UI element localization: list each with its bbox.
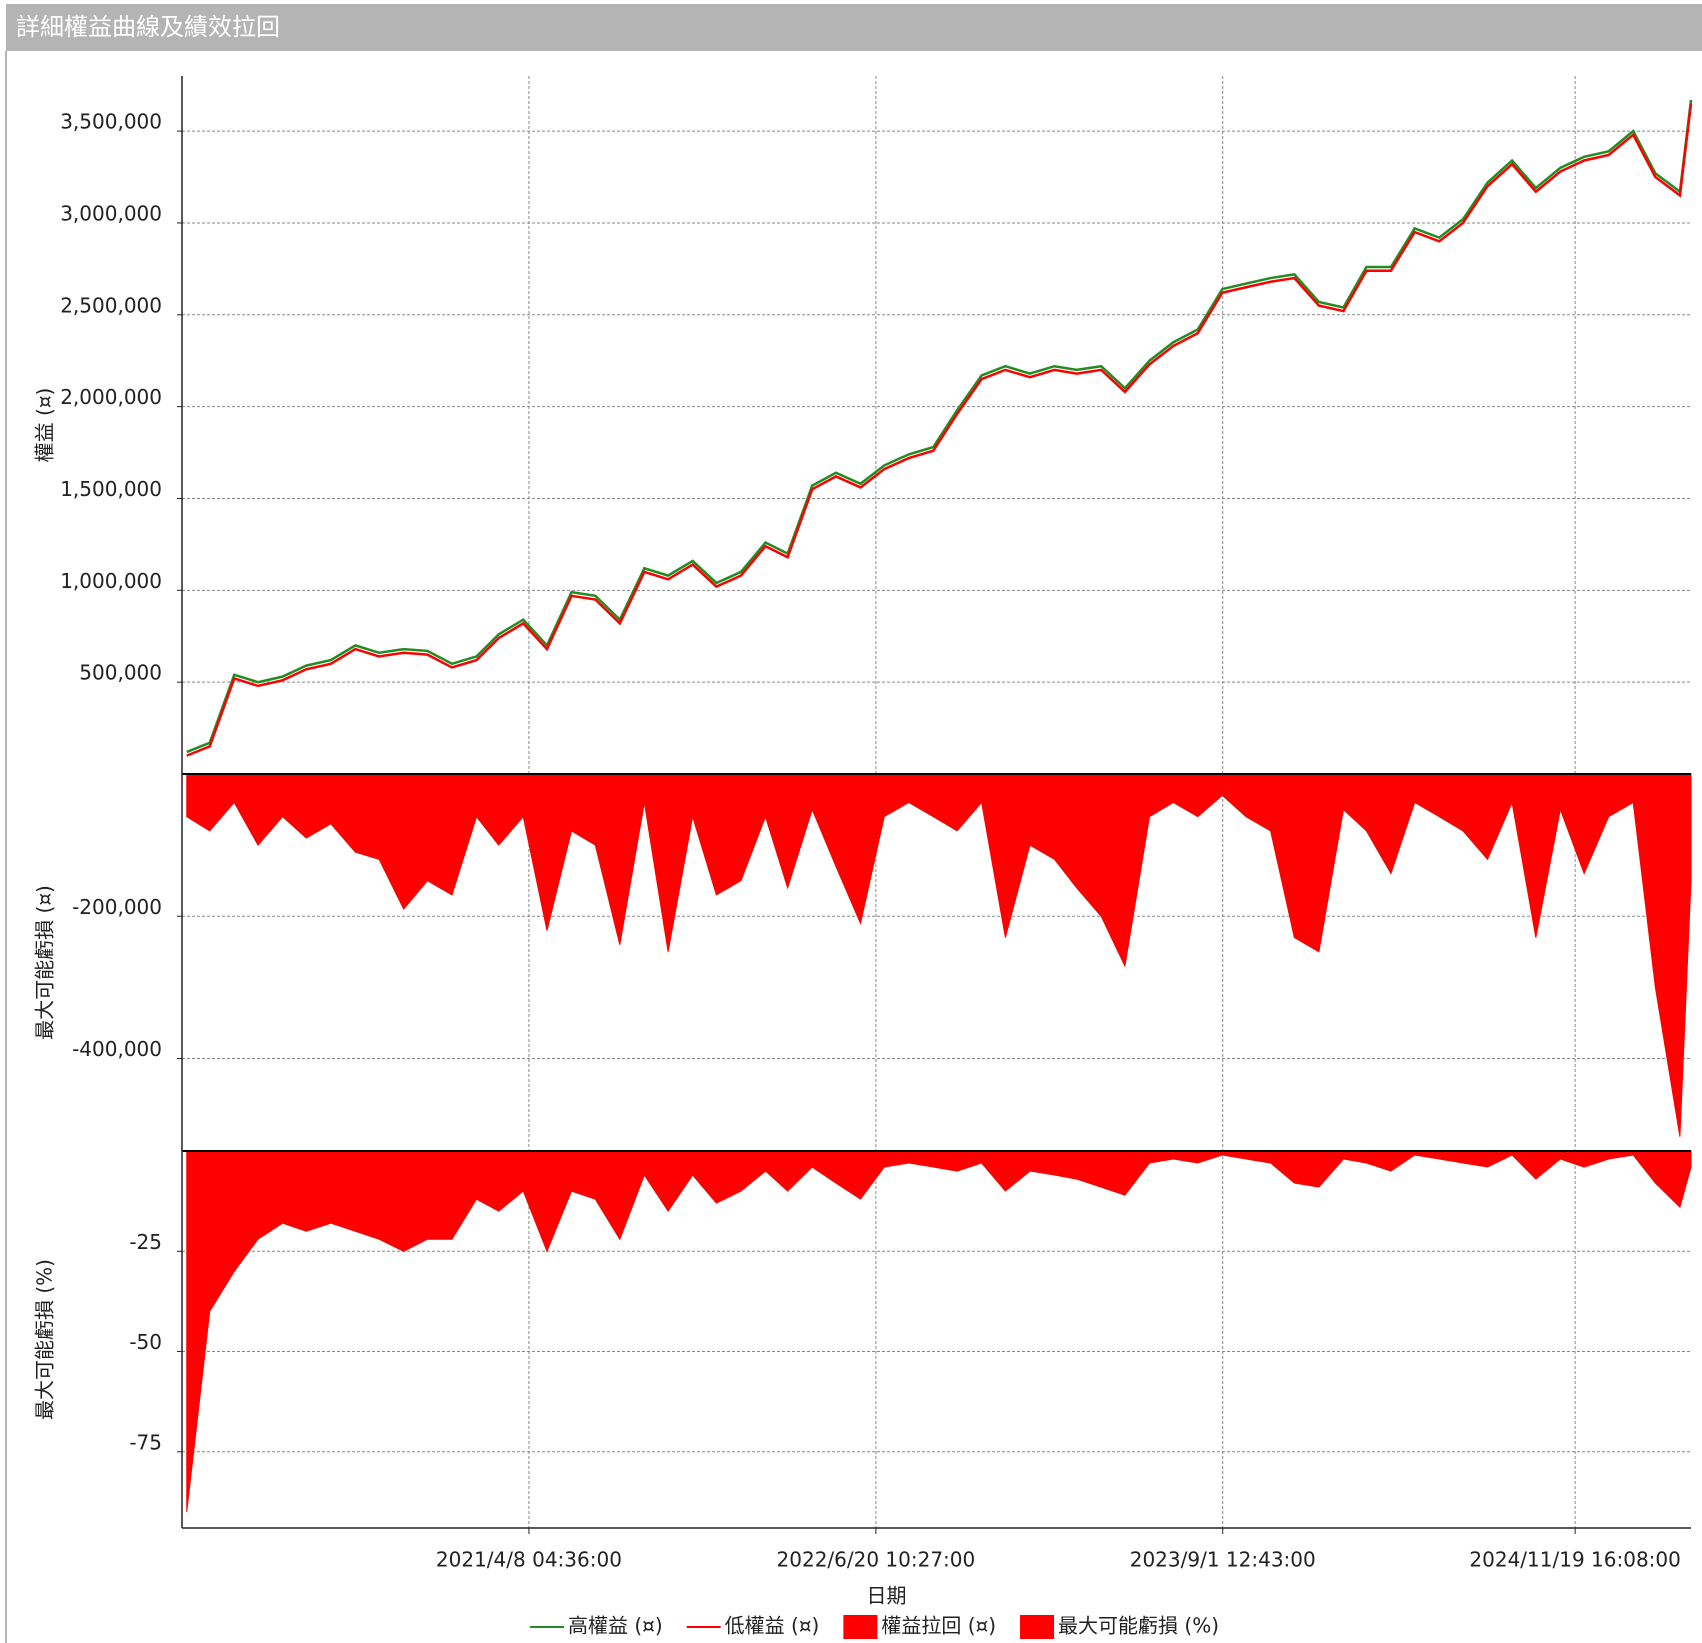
x-tick-label: 2022/6/20 10:27:00	[777, 1548, 976, 1572]
y-tick-label: -400,000	[72, 1037, 162, 1061]
y-tick-label: 3,000,000	[60, 201, 162, 225]
equity-line	[186, 99, 1693, 754]
y-axis-title: 最大可能虧損 (¤)	[33, 885, 57, 1040]
x-tick-label: 2023/9/1 12:43:00	[1130, 1548, 1316, 1572]
legend-label: 最大可能虧損 (%)	[1058, 1614, 1219, 1638]
y-tick-label: -50	[129, 1330, 162, 1354]
legend-label: 權益拉回 (¤)	[881, 1614, 996, 1638]
drawdown-area	[186, 773, 1692, 1137]
x-axis-title: 日期	[867, 1584, 907, 1608]
x-tick-label: 2024/11/19 16:08:00	[1469, 1548, 1680, 1572]
legend-label: 高權益 (¤)	[568, 1614, 663, 1638]
legend-swatch	[1020, 1615, 1055, 1639]
y-tick-label: 1,500,000	[60, 477, 162, 501]
y-tick-label: 2,500,000	[60, 293, 162, 317]
y-tick-label: -200,000	[72, 895, 162, 919]
legend-label: 低權益 (¤)	[725, 1614, 820, 1638]
y-tick-label: -25	[129, 1230, 162, 1254]
x-tick-label: 2021/4/8 04:36:00	[436, 1548, 622, 1572]
y-tick-label: 500,000	[79, 661, 162, 685]
legend-swatch	[843, 1615, 878, 1639]
title-bar	[6, 4, 1702, 51]
equity-line	[186, 103, 1693, 757]
y-tick-label: -75	[129, 1430, 162, 1454]
y-tick-label: 3,500,000	[60, 110, 162, 134]
y-tick-label: 2,000,000	[60, 385, 162, 409]
y-axis-title: 最大可能虧損 (%)	[33, 1259, 57, 1420]
drawdown-area	[186, 1150, 1692, 1513]
y-tick-label: 1,000,000	[60, 569, 162, 593]
y-axis-title: 權益 (¤)	[33, 388, 57, 463]
chart-title: 詳細權益曲線及績效拉回	[16, 13, 280, 41]
